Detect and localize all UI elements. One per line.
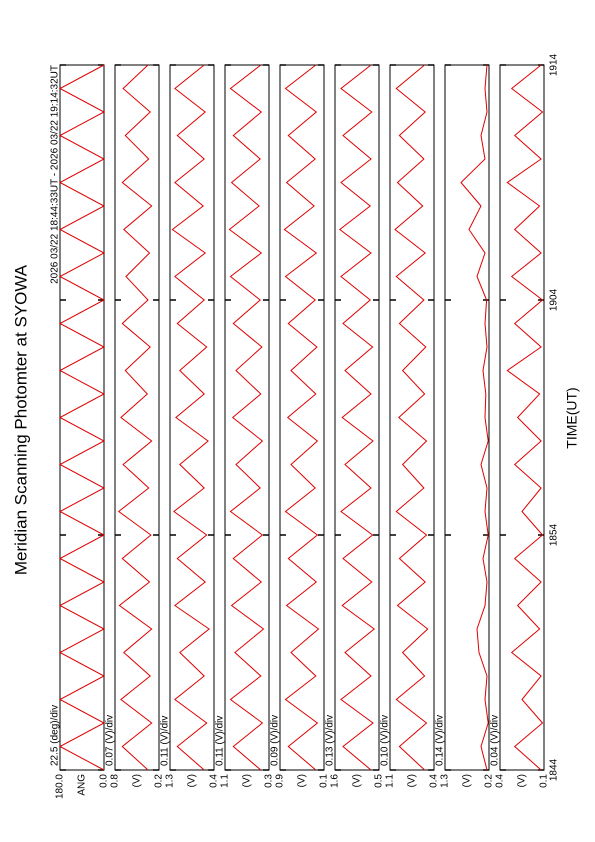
panel-frame — [389, 64, 435, 771]
y-tick-label: 0.1 — [539, 774, 550, 788]
y-tick-label: 0.1 — [319, 774, 330, 788]
y-tick-label: 0.4 — [495, 774, 506, 788]
panel-label: 0.09 (V)/div — [270, 715, 281, 766]
y-tick-label: 0.2 — [484, 774, 495, 788]
y-tick-label: 0.3 — [264, 774, 275, 788]
y-tick-label: 0.0 — [99, 774, 110, 788]
y-tick-label: 0.8 — [110, 774, 121, 788]
y-unit: (V) — [352, 774, 363, 787]
panel-frame — [169, 64, 215, 771]
y-tick-label: 180.0 — [55, 774, 66, 799]
panel-label: 0.11 (V)/div — [160, 716, 171, 766]
panel-frame — [499, 64, 545, 771]
x-tick-label: 1904 — [549, 288, 560, 311]
y-tick-label: 1.3 — [440, 774, 451, 788]
data-line — [460, 64, 489, 771]
x-tick-label: 1854 — [549, 523, 560, 546]
y-unit: ANG — [77, 774, 88, 796]
data-line — [394, 64, 429, 771]
y-tick-label: 0.4 — [429, 774, 440, 788]
y-tick-label: 0.2 — [154, 774, 165, 788]
panel-frame — [444, 64, 490, 771]
y-tick-label: 1.3 — [165, 774, 176, 788]
data-line — [506, 64, 544, 771]
y-tick-label: 1.1 — [220, 774, 231, 788]
panel-label: 0.14 (V)/div — [435, 715, 446, 766]
panel-label: 0.13 (V)/div — [325, 715, 336, 766]
chart-subtitle: 2026 03/22 18:44:33UT - 2026 03/22 19:14… — [50, 65, 61, 284]
panel-label: 22.5 (deg)/div — [50, 705, 61, 766]
y-unit: (V) — [462, 774, 473, 787]
x-axis-label: TIME(UT) — [564, 387, 580, 448]
y-unit: (V) — [407, 774, 418, 787]
y-unit: (V) — [517, 774, 528, 787]
y-tick-label: 0.5 — [374, 774, 385, 788]
y-unit: (V) — [132, 774, 143, 787]
panel-label: 0.04 (V)/div — [490, 715, 501, 766]
panel-frame — [114, 64, 160, 771]
data-line — [228, 64, 265, 771]
y-tick-label: 0.9 — [275, 774, 286, 788]
panel-frame — [334, 64, 380, 771]
y-unit: (V) — [242, 774, 253, 787]
panel-label: 0.10 (V)/div — [380, 715, 391, 766]
x-tick-label: 1844 — [549, 758, 560, 781]
x-tick-label: 1914 — [549, 53, 560, 76]
panel-frame — [279, 64, 325, 771]
panel-label: 0.11 (V)/div — [215, 716, 226, 766]
y-tick-label: 1.6 — [330, 774, 341, 788]
chart-title: Meridian Scanning Photomter at SYOWA — [11, 264, 30, 575]
y-tick-label: 0.4 — [209, 774, 220, 788]
data-line — [58, 64, 106, 771]
y-tick-label: 1.1 — [385, 774, 396, 788]
panel-frame — [224, 64, 270, 771]
data-line — [338, 64, 376, 771]
y-unit: (V) — [187, 774, 198, 787]
plot-frame: Meridian Scanning Photomter at SYOWA 202… — [11, 53, 579, 799]
data-line — [117, 64, 153, 771]
data-line — [283, 64, 320, 771]
data-line — [171, 64, 210, 771]
y-unit: (V) — [297, 774, 308, 787]
panel-label: 0.07 (V)/div — [105, 715, 116, 766]
